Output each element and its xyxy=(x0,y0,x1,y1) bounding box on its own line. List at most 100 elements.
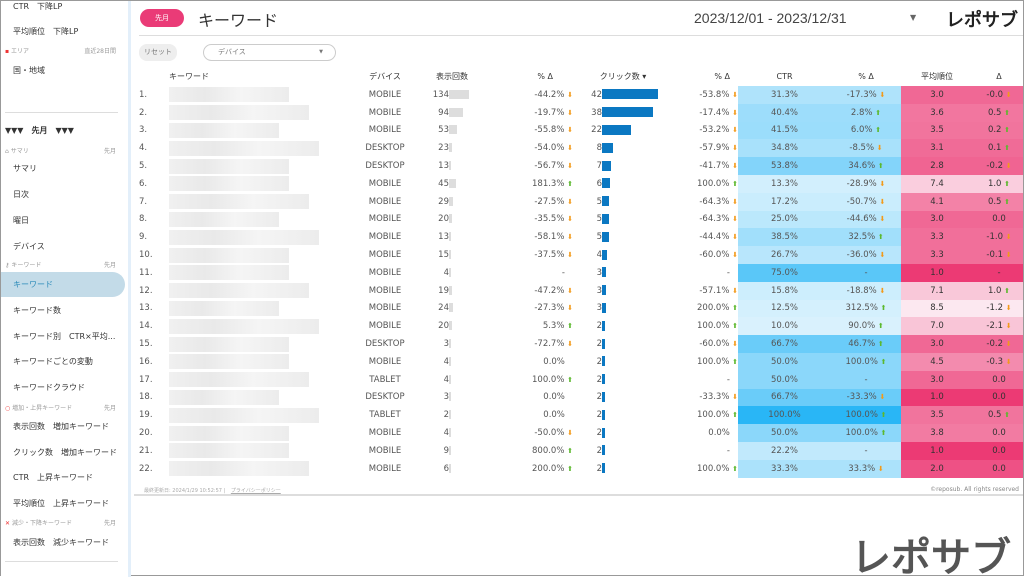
chevron-down-icon[interactable]: ▼ xyxy=(910,13,917,22)
sidebar-item-keyword-count[interactable]: キーワード数 xyxy=(13,306,61,315)
ctr-cell: 40.4% xyxy=(738,103,831,122)
table-row[interactable]: 6. MOBILE 45 181.3% ⬆ 6 100.0% ⬆ 13.3% -… xyxy=(139,174,1023,193)
sidebar-item-keyword-cloud[interactable]: キーワードクラウド xyxy=(13,383,85,392)
arrow-up-icon: ⬆ xyxy=(567,375,573,384)
table-row[interactable]: 4. DESKTOP 23 -54.0% ⬇ 8 -57.9% ⬇ 34.8% … xyxy=(139,139,1023,158)
delta-value: 0.0% xyxy=(543,392,565,403)
table-row[interactable]: 16. MOBILE 4 0.0% 2 100.0% ⬆ 50.0% 100.0… xyxy=(139,352,1023,371)
impressions-bar xyxy=(449,107,464,117)
sidebar-item-ctr-up[interactable]: CTR 上昇キーワード xyxy=(13,473,94,482)
sidebar-item-impr-increase[interactable]: 表示回数 増加キーワード xyxy=(13,422,109,431)
clicks-bar xyxy=(602,178,610,189)
keyword-cell-redacted xyxy=(169,406,349,424)
table-row[interactable]: 2. MOBILE 94 -19.7% ⬇ 38 -17.4% ⬇ 40.4% … xyxy=(139,103,1023,122)
clicks-delta-cell: - xyxy=(673,371,738,389)
delta-value: 0.0 xyxy=(992,463,1006,474)
keyword-table: キーワード デバイス 表示回数 % Δ クリック数 ▾ % Δ CTR % Δ … xyxy=(139,67,1023,478)
arrow-down-icon: ⬇ xyxy=(879,251,886,260)
col-device[interactable]: デバイス xyxy=(369,72,401,81)
privacy-link[interactable]: プライバシーポリシー xyxy=(230,488,281,494)
table-row[interactable]: 5. DESKTOP 13 -56.7% ⬇ 7 -41.7% ⬇ 53.8% … xyxy=(139,157,1023,175)
table-row[interactable]: 1. MOBILE 134 -44.2% ⬇ 42 -53.8% ⬇ 31.3%… xyxy=(139,86,1023,104)
arrow-up-icon: ⬆ xyxy=(880,304,887,313)
period-heading: ▼▼▼ 先月 ▼▼▼ xyxy=(5,126,74,135)
delta-value: -0.2 xyxy=(986,339,1003,350)
col-impressions-delta[interactable]: % Δ xyxy=(537,72,553,81)
sidebar-item-click-increase[interactable]: クリック数 増加キーワード xyxy=(13,448,117,457)
clicks-value: 3 xyxy=(596,303,602,314)
delta-value: - xyxy=(864,267,868,278)
clicks-bar xyxy=(602,320,605,331)
row-number: 16. xyxy=(139,356,153,367)
device-cell: DESKTOP xyxy=(365,143,405,154)
clicks-bar xyxy=(602,356,605,367)
clicks-value: 2 xyxy=(596,356,602,367)
sidebar-item-summary[interactable]: サマリ xyxy=(13,164,37,173)
table-row[interactable]: 22. MOBILE 6 200.0% ⬆ 2 100.0% ⬆ 33.3% 3… xyxy=(139,459,1023,478)
col-clicks[interactable]: クリック数 ▾ xyxy=(599,72,647,81)
col-clicks-delta[interactable]: % Δ xyxy=(714,72,730,81)
table-row[interactable]: 10. MOBILE 15 -37.5% ⬇ 4 -60.0% ⬇ 26.7% … xyxy=(139,246,1023,264)
impressions-delta-cell: 0.0% xyxy=(483,389,573,407)
row-number: 10. xyxy=(139,250,153,261)
col-impressions[interactable]: 表示回数 xyxy=(436,72,468,81)
table-row[interactable]: 17. TABLET 4 100.0% ⬆ 2 - 50.0% - 3.0 0.… xyxy=(139,370,1023,389)
delta-value: - xyxy=(864,445,868,456)
delta-value: 100.0% xyxy=(697,463,730,474)
avg-rank-cell: 3.0 xyxy=(901,210,973,229)
table-row[interactable]: 3. MOBILE 53 -55.8% ⬇ 22 -53.2% ⬇ 41.5% … xyxy=(139,121,1023,140)
table-row[interactable]: 12. MOBILE 19 -47.2% ⬇ 3 -57.1% ⬇ 15.8% … xyxy=(139,281,1023,300)
table-row[interactable]: 7. MOBILE 29 -27.5% ⬇ 5 -64.3% ⬇ 17.2% -… xyxy=(139,192,1023,211)
impressions-delta-cell: 0.0% xyxy=(483,406,573,424)
table-row[interactable]: 8. MOBILE 20 -35.5% ⬇ 5 -64.3% ⬇ 25.0% -… xyxy=(139,210,1023,229)
sidebar-item-ctr-down-lp[interactable]: CTR 下降LP xyxy=(13,2,63,11)
table-row[interactable]: 14. MOBILE 20 5.3% ⬆ 2 100.0% ⬆ 10.0% 90… xyxy=(139,317,1023,336)
device-select[interactable]: デバイス ▼ xyxy=(203,44,336,61)
clicks-cell: 2 xyxy=(573,335,673,353)
clicks-bar xyxy=(602,391,605,402)
col-ctr[interactable]: CTR xyxy=(776,72,793,81)
table-row[interactable]: 9. MOBILE 13 -58.1% ⬇ 5 -44.4% ⬇ 38.5% 3… xyxy=(139,228,1023,247)
col-avg-rank[interactable]: 平均順位 xyxy=(921,72,953,81)
table-row[interactable]: 18. DESKTOP 3 0.0% 2 -33.3% ⬇ 66.7% -33.… xyxy=(139,388,1023,407)
ctr-cell: 34.8% xyxy=(738,139,831,158)
sidebar-item-keyword[interactable]: キーワード xyxy=(13,280,53,289)
sidebar-item-impr-decrease[interactable]: 表示回数 減少キーワード xyxy=(13,538,109,547)
table-row[interactable]: 11. MOBILE 4 - 3 - 75.0% - 1.0 - xyxy=(139,263,1023,282)
date-range-picker[interactable]: 2023/12/01 - 2023/12/31 xyxy=(694,10,847,26)
impressions-bar xyxy=(449,267,451,277)
col-keyword[interactable]: キーワード xyxy=(169,72,209,81)
keyword-cell-redacted xyxy=(169,211,349,229)
delta-value: -58.1% xyxy=(534,232,565,243)
sidebar-item-daily[interactable]: 日次 xyxy=(13,190,29,199)
clicks-value: 2 xyxy=(596,392,602,403)
sidebar-item-rank-down-lp[interactable]: 平均順位 下降LP xyxy=(13,27,79,36)
ctr-delta-cell: 100.0% ⬆ xyxy=(831,424,901,442)
avg-rank-cell: 4.5 xyxy=(901,352,973,371)
device-cell: TABLET xyxy=(369,374,401,385)
sidebar-item-rank-up[interactable]: 平均順位 上昇キーワード xyxy=(13,499,109,508)
section-decrease: ✕ 減少・下降キーワード 先月 xyxy=(5,518,116,527)
table-row[interactable]: 15. DESKTOP 3 -72.7% ⬇ 2 -60.0% ⬇ 66.7% … xyxy=(139,335,1023,353)
impressions-cell: 13 xyxy=(421,157,483,175)
delta-value: - xyxy=(561,267,565,278)
sidebar-item-keyword-change[interactable]: キーワードごとの変動 xyxy=(13,357,93,366)
table-row[interactable]: 13. MOBILE 24 -27.3% ⬇ 3 200.0% ⬆ 12.5% … xyxy=(139,299,1023,318)
col-rank-delta[interactable]: Δ xyxy=(996,72,1002,81)
sidebar-item-weekday[interactable]: 曜日 xyxy=(13,216,29,225)
col-ctr-delta[interactable]: % Δ xyxy=(858,72,874,81)
arrow-up-icon: ⬆ xyxy=(732,179,738,188)
table-row[interactable]: 19. TABLET 2 0.0% 2 100.0% ⬆ 100.0% 100.… xyxy=(139,406,1023,425)
table-row[interactable]: 21. MOBILE 9 800.0% ⬆ 2 - 22.2% - 1.0 0.… xyxy=(139,441,1023,460)
table-row[interactable]: 20. MOBILE 4 -50.0% ⬇ 2 0.0% 50.0% 100.0… xyxy=(139,424,1023,442)
divider xyxy=(139,35,1023,36)
ctr-delta-cell: - xyxy=(831,263,901,282)
clicks-cell: 2 xyxy=(573,460,673,478)
sidebar-item-keyword-ctr-rank[interactable]: キーワード別 CTR×平均... xyxy=(13,332,116,341)
reset-button[interactable]: リセット xyxy=(139,44,177,61)
keyword-cell-redacted xyxy=(169,175,349,193)
sidebar-item-device[interactable]: デバイス xyxy=(13,242,45,251)
clicks-delta-cell: -57.9% ⬇ xyxy=(673,139,738,157)
sidebar-item-country[interactable]: 国・地域 xyxy=(13,66,45,75)
arrow-down-icon: ⬇ xyxy=(732,215,738,224)
